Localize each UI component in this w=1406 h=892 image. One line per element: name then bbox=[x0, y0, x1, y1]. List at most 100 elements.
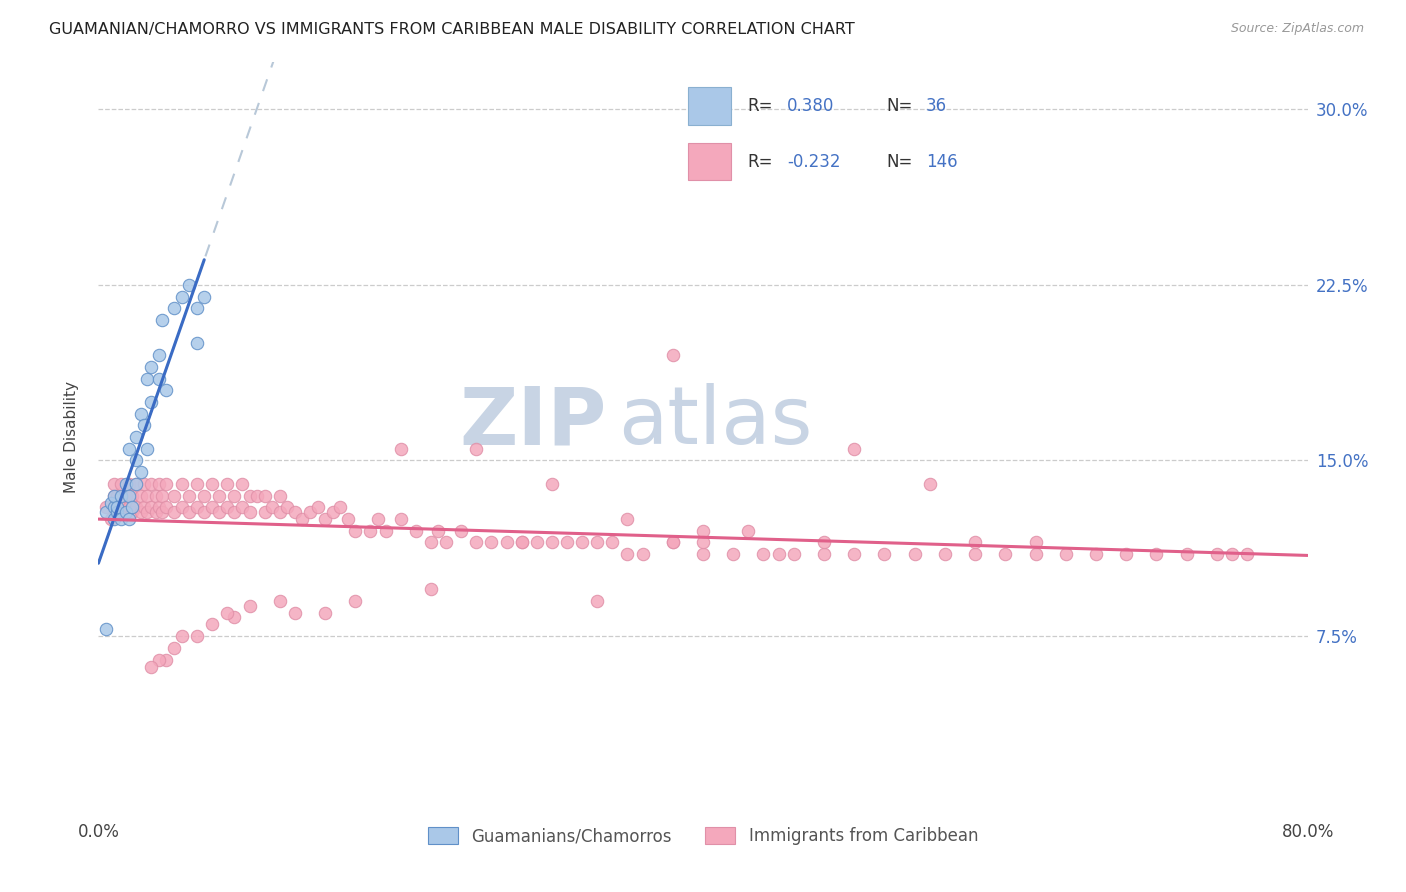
Point bbox=[100, 512, 122, 526]
Point bbox=[269, 489, 291, 503]
Point bbox=[215, 476, 238, 491]
Point bbox=[269, 505, 291, 519]
Point bbox=[224, 489, 246, 503]
Point bbox=[813, 535, 835, 549]
Text: 0.380: 0.380 bbox=[787, 97, 835, 115]
Point bbox=[314, 606, 336, 620]
Point bbox=[844, 442, 866, 456]
Point bbox=[170, 289, 193, 303]
Point bbox=[1024, 535, 1046, 549]
Point bbox=[253, 505, 276, 519]
Point bbox=[427, 524, 450, 538]
Point bbox=[103, 489, 125, 503]
Point bbox=[135, 505, 157, 519]
Point bbox=[125, 500, 148, 515]
Point bbox=[201, 476, 224, 491]
Point bbox=[105, 505, 128, 519]
Point bbox=[132, 500, 155, 515]
Point bbox=[94, 500, 117, 515]
Point bbox=[150, 505, 173, 519]
Point bbox=[291, 512, 314, 526]
Point bbox=[114, 489, 136, 503]
Point bbox=[586, 594, 609, 608]
Point bbox=[186, 500, 208, 515]
Point bbox=[231, 476, 253, 491]
Point bbox=[692, 547, 714, 561]
Point bbox=[170, 500, 193, 515]
Point bbox=[336, 512, 359, 526]
Point bbox=[918, 476, 941, 491]
Point bbox=[121, 505, 143, 519]
Point bbox=[481, 535, 503, 549]
Point bbox=[141, 395, 163, 409]
Point bbox=[1054, 547, 1077, 561]
Point bbox=[163, 489, 186, 503]
Point bbox=[322, 505, 344, 519]
Point bbox=[132, 476, 155, 491]
Point bbox=[179, 277, 201, 292]
Text: N=: N= bbox=[886, 153, 912, 170]
Point bbox=[148, 348, 170, 362]
Point bbox=[314, 512, 336, 526]
Point bbox=[307, 500, 329, 515]
Point bbox=[510, 535, 533, 549]
Point bbox=[179, 505, 201, 519]
Point bbox=[125, 430, 148, 444]
Point bbox=[148, 652, 170, 666]
Point bbox=[163, 301, 186, 316]
Point bbox=[163, 640, 186, 655]
Point bbox=[1115, 547, 1137, 561]
Point bbox=[1085, 547, 1108, 561]
Point bbox=[118, 442, 141, 456]
Bar bbox=[688, 87, 731, 125]
Point bbox=[186, 336, 208, 351]
Text: -0.232: -0.232 bbox=[787, 153, 841, 170]
Point bbox=[239, 489, 262, 503]
Point bbox=[155, 384, 177, 398]
Point bbox=[193, 289, 215, 303]
Point bbox=[132, 418, 155, 433]
Point bbox=[284, 606, 307, 620]
Point bbox=[360, 524, 382, 538]
Point bbox=[269, 594, 291, 608]
Point bbox=[602, 535, 624, 549]
Point bbox=[1024, 547, 1046, 561]
Point bbox=[125, 476, 148, 491]
Point bbox=[965, 535, 987, 549]
Point bbox=[540, 535, 562, 549]
Point bbox=[329, 500, 352, 515]
Point bbox=[276, 500, 298, 515]
Point bbox=[465, 535, 488, 549]
Point bbox=[844, 547, 866, 561]
Text: atlas: atlas bbox=[619, 383, 813, 461]
Text: 146: 146 bbox=[927, 153, 957, 170]
Point bbox=[125, 476, 148, 491]
Point bbox=[510, 535, 533, 549]
Point bbox=[110, 489, 132, 503]
Y-axis label: Male Disability: Male Disability bbox=[65, 381, 79, 493]
Point bbox=[114, 505, 136, 519]
Point bbox=[420, 582, 443, 597]
Point bbox=[129, 505, 152, 519]
Point bbox=[246, 489, 269, 503]
Text: R=: R= bbox=[748, 97, 773, 115]
Text: ZIP: ZIP bbox=[458, 383, 606, 461]
Point bbox=[150, 313, 173, 327]
Point bbox=[262, 500, 284, 515]
Point bbox=[148, 500, 170, 515]
Point bbox=[450, 524, 472, 538]
Point bbox=[110, 476, 132, 491]
Point bbox=[179, 489, 201, 503]
Point bbox=[934, 547, 956, 561]
Point bbox=[105, 489, 128, 503]
Text: GUAMANIAN/CHAMORRO VS IMMIGRANTS FROM CARIBBEAN MALE DISABILITY CORRELATION CHAR: GUAMANIAN/CHAMORRO VS IMMIGRANTS FROM CA… bbox=[49, 22, 855, 37]
Point bbox=[208, 505, 231, 519]
Text: R=: R= bbox=[748, 153, 773, 170]
Point bbox=[1206, 547, 1229, 561]
Point bbox=[105, 500, 128, 515]
Point bbox=[1220, 547, 1243, 561]
Point bbox=[135, 489, 157, 503]
Point bbox=[540, 476, 562, 491]
Point bbox=[135, 442, 157, 456]
Point bbox=[186, 301, 208, 316]
